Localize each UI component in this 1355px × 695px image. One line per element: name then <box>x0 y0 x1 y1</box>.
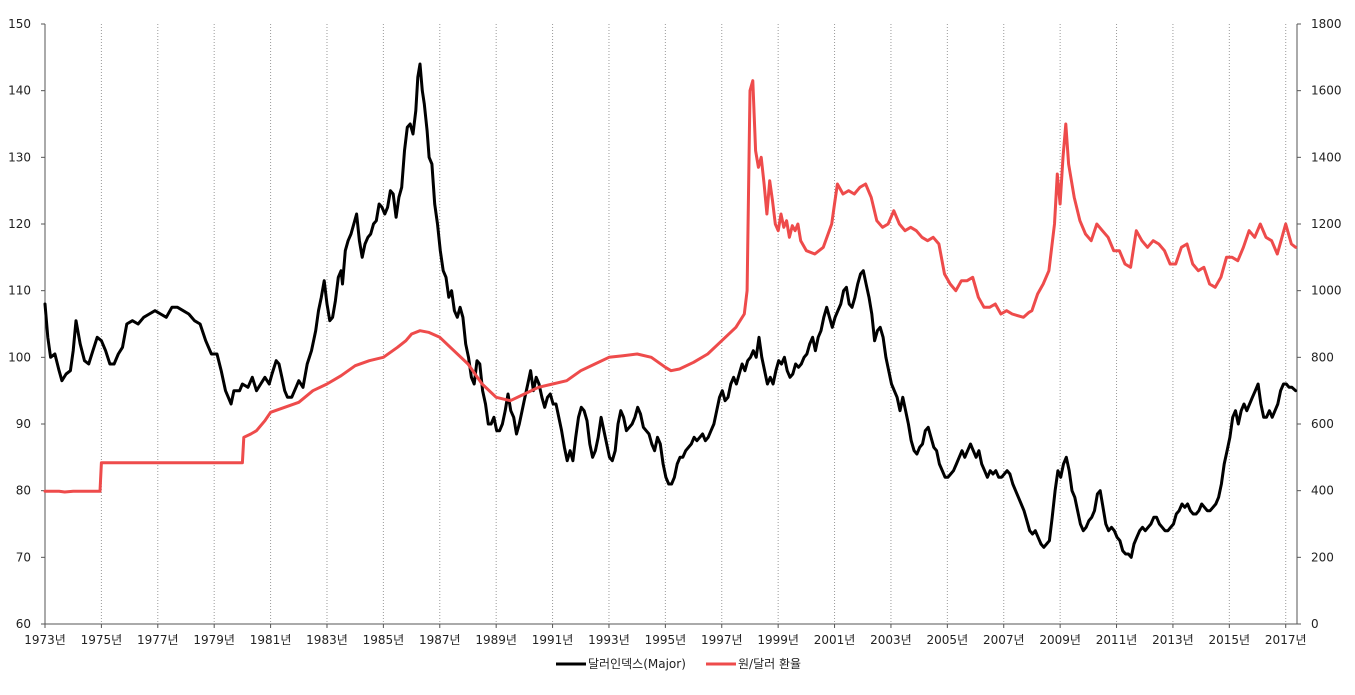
right-tick-label: 200 <box>1311 550 1334 564</box>
vertical-gridlines <box>44 24 1287 624</box>
x-tick-label: 1997년 <box>701 633 743 647</box>
plot-area <box>44 24 1298 625</box>
x-axis-ticks: 1973년 1975년 1977년 1979년 1981년 1983년 1985년 1987년… <box>24 624 1307 647</box>
left-tick-label: 100 <box>8 350 31 364</box>
left-tick-label: 80 <box>16 484 31 498</box>
left-tick-label: 70 <box>16 550 31 564</box>
x-tick-label: 1995년 <box>645 633 687 647</box>
x-tick-label: 1989년 <box>475 633 517 647</box>
right-tick-label: 800 <box>1311 350 1334 364</box>
right-tick-label: 1200 <box>1311 217 1342 231</box>
x-tick-label: 1991년 <box>532 633 574 647</box>
right-tick-label: 1000 <box>1311 284 1342 298</box>
x-tick-label: 1979년 <box>193 633 235 647</box>
x-tick-label: 2017년 <box>1265 633 1307 647</box>
x-tick-label: 1987년 <box>419 633 461 647</box>
x-tick-label: 1977년 <box>137 633 179 647</box>
left-tick-label: 110 <box>8 284 31 298</box>
legend-label-0: 달러인덱스(Major) <box>588 657 686 671</box>
right-axis-ticks: 0 200 400 600 800 1000 1200 1400 1600 1800 <box>1297 17 1342 631</box>
x-tick-label: 1973년 <box>24 633 66 647</box>
x-tick-label: 1993년 <box>588 633 630 647</box>
x-tick-label: 2013년 <box>1152 633 1194 647</box>
x-tick-label: 2015년 <box>1209 633 1251 647</box>
series-line-0 <box>43 62 1298 559</box>
right-tick-label: 1400 <box>1311 150 1342 164</box>
x-tick-label: 2007년 <box>983 633 1025 647</box>
left-tick-label: 120 <box>8 217 31 231</box>
x-tick-label: 2009년 <box>1039 633 1081 647</box>
x-tick-label: 1999년 <box>757 633 799 647</box>
left-axis-ticks: 60 70 80 90 100 110 120 130 140 150 <box>8 17 45 631</box>
x-tick-label: 1981년 <box>250 633 292 647</box>
series-lines <box>43 62 1298 559</box>
left-tick-label: 140 <box>8 84 31 98</box>
right-tick-label: 0 <box>1311 617 1319 631</box>
x-tick-label: 1985년 <box>363 633 405 647</box>
legend-label-1: 원/달러 환율 <box>738 657 801 671</box>
x-tick-label: 1983년 <box>306 633 348 647</box>
left-tick-label: 60 <box>16 617 31 631</box>
x-tick-label: 2001년 <box>814 633 856 647</box>
right-tick-label: 400 <box>1311 484 1334 498</box>
right-tick-label: 1600 <box>1311 84 1342 98</box>
series-line-1 <box>43 79 1298 494</box>
x-tick-label: 1975년 <box>81 633 123 647</box>
left-tick-label: 150 <box>8 17 31 31</box>
x-tick-label: 2003년 <box>870 633 912 647</box>
right-tick-label: 1800 <box>1311 17 1342 31</box>
x-tick-label: 2011년 <box>1096 633 1138 647</box>
x-tick-label: 2005년 <box>927 633 969 647</box>
left-tick-label: 90 <box>16 417 31 431</box>
right-tick-label: 600 <box>1311 417 1334 431</box>
left-tick-label: 130 <box>8 150 31 164</box>
legend: 달러인덱스(Major) 원/달러 환율 <box>556 657 801 671</box>
